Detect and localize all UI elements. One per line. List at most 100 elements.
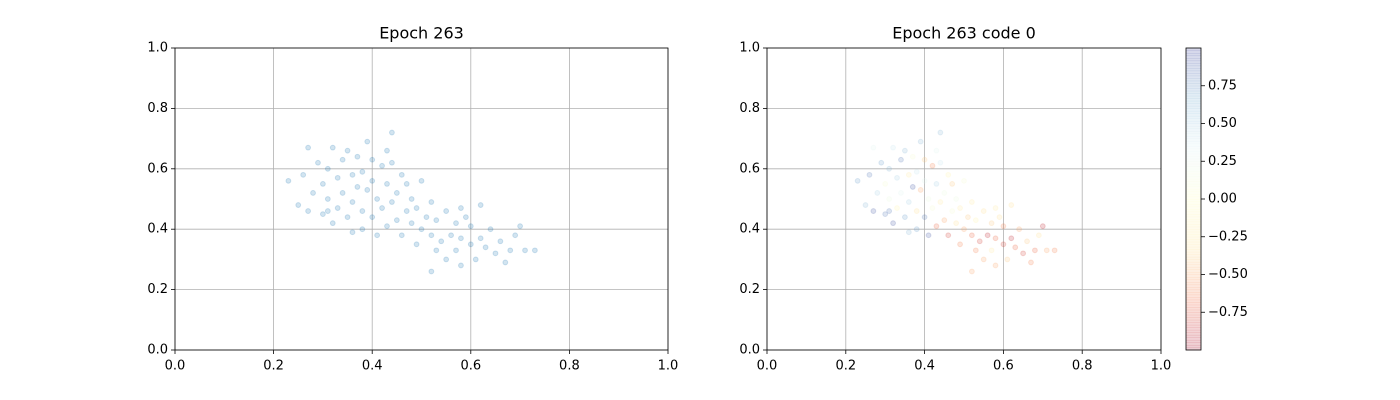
- colorbar-slice: [1186, 115, 1201, 119]
- colorbar-slice: [1186, 131, 1201, 135]
- colorbar-tick-label: −0.50: [1208, 267, 1248, 282]
- colorbar-slice: [1186, 319, 1201, 323]
- scatter-point: [393, 217, 400, 224]
- scatter-point: [882, 181, 889, 187]
- colorbar-slice: [1186, 206, 1201, 210]
- colorbar-slice: [1186, 53, 1201, 57]
- colorbar-slice: [1186, 110, 1201, 114]
- colorbar-slice: [1186, 168, 1201, 172]
- scatter-point: [949, 181, 956, 187]
- colorbar-slice: [1186, 214, 1201, 218]
- y-tick-label: 0.8: [147, 101, 168, 116]
- colorbar-slice: [1186, 105, 1201, 109]
- scatter-point: [369, 214, 376, 221]
- colorbar-slice: [1186, 100, 1201, 104]
- colorbar-slice: [1186, 88, 1201, 92]
- x-tick-label: 1.0: [658, 359, 679, 374]
- scatter-point: [921, 214, 928, 221]
- scatter-point: [334, 174, 341, 181]
- colorbar-slice: [1186, 317, 1201, 321]
- colorbar-slice: [1186, 193, 1201, 197]
- scatter-point: [423, 214, 430, 221]
- scatter-point: [344, 214, 351, 221]
- scatter-point: [909, 153, 916, 160]
- scatter-point: [937, 159, 944, 166]
- scatter-point: [502, 259, 509, 266]
- scatter-point: [890, 144, 896, 151]
- colorbar-slice: [1186, 307, 1201, 311]
- scatter-point: [921, 177, 928, 184]
- colorbar-slice: [1186, 158, 1201, 162]
- scatter-point: [902, 214, 908, 221]
- scatter-point: [458, 205, 464, 211]
- scatter-point: [310, 190, 316, 196]
- scatter-point: [389, 159, 395, 166]
- scatter-point: [315, 159, 321, 166]
- colorbar-tick-label: 0.25: [1208, 154, 1237, 169]
- scatter-point: [996, 214, 1003, 221]
- scatter-point: [389, 199, 395, 205]
- scatter-point: [334, 205, 341, 211]
- colorbar-slice: [1186, 95, 1201, 99]
- colorbar-slice: [1186, 269, 1201, 273]
- colorbar-slice: [1186, 251, 1201, 255]
- colorbar-slice: [1186, 339, 1201, 343]
- scatter-point: [1032, 247, 1038, 254]
- scatter-point: [379, 162, 385, 169]
- scatter-point: [1035, 232, 1042, 239]
- colorbar-slice: [1186, 324, 1201, 328]
- colorbar-tick-label: 0.00: [1208, 192, 1237, 207]
- colorbar-slice: [1186, 289, 1201, 293]
- colorbar-slice: [1186, 236, 1201, 240]
- colorbar-slice: [1186, 181, 1201, 185]
- scatter-point: [862, 202, 869, 208]
- colorbar-slice: [1186, 204, 1201, 208]
- colorbar-slice: [1186, 156, 1201, 160]
- scatter-point: [1000, 223, 1007, 230]
- scatter-point: [398, 232, 405, 239]
- scatter-point: [854, 177, 861, 184]
- scatter-point: [349, 229, 356, 236]
- colorbar-slice: [1186, 171, 1201, 175]
- colorbar-slice: [1186, 211, 1201, 215]
- colorbar-slice: [1186, 329, 1201, 333]
- scatter-point: [467, 241, 474, 248]
- scatter-point: [369, 156, 376, 163]
- x-tick-label: 0.2: [835, 359, 856, 374]
- colorbar-slice: [1186, 261, 1201, 265]
- scatter-point: [354, 153, 361, 160]
- scatter-point: [933, 181, 940, 187]
- scatter-point: [870, 144, 877, 151]
- y-tick-label: 1.0: [739, 41, 760, 56]
- scatter-point: [428, 268, 435, 275]
- colorbar-slice: [1186, 85, 1201, 89]
- colorbar-slice: [1186, 241, 1201, 245]
- scatter-point: [413, 241, 420, 248]
- scatter-point: [349, 171, 356, 178]
- x-tick-label: 0.4: [362, 359, 383, 374]
- colorbar-slice: [1186, 312, 1201, 316]
- colorbar-slice: [1186, 186, 1201, 190]
- colorbar-slice: [1186, 309, 1201, 313]
- colorbar-slice: [1186, 216, 1201, 220]
- scatter-point: [913, 168, 920, 175]
- scatter-point: [384, 181, 390, 187]
- scatter-point: [1008, 235, 1015, 242]
- colorbar-slice: [1186, 178, 1201, 182]
- scatter-point: [874, 190, 881, 196]
- scatter-point: [458, 262, 464, 269]
- x-tick-label: 0.6: [460, 359, 481, 374]
- colorbar-slice: [1186, 302, 1201, 306]
- scatter-point: [467, 223, 474, 230]
- scatter-point: [482, 244, 489, 251]
- colorbar-slice: [1186, 108, 1201, 112]
- y-tick-label: 0.6: [147, 161, 168, 176]
- scatter-point: [389, 129, 395, 136]
- colorbar-slice: [1186, 123, 1201, 127]
- colorbar-slice: [1186, 70, 1201, 74]
- scatter-point: [937, 129, 944, 136]
- scatter-point: [882, 211, 889, 218]
- scatter-point: [949, 208, 956, 214]
- colorbar-slice: [1186, 63, 1201, 67]
- scatter-point: [925, 196, 932, 202]
